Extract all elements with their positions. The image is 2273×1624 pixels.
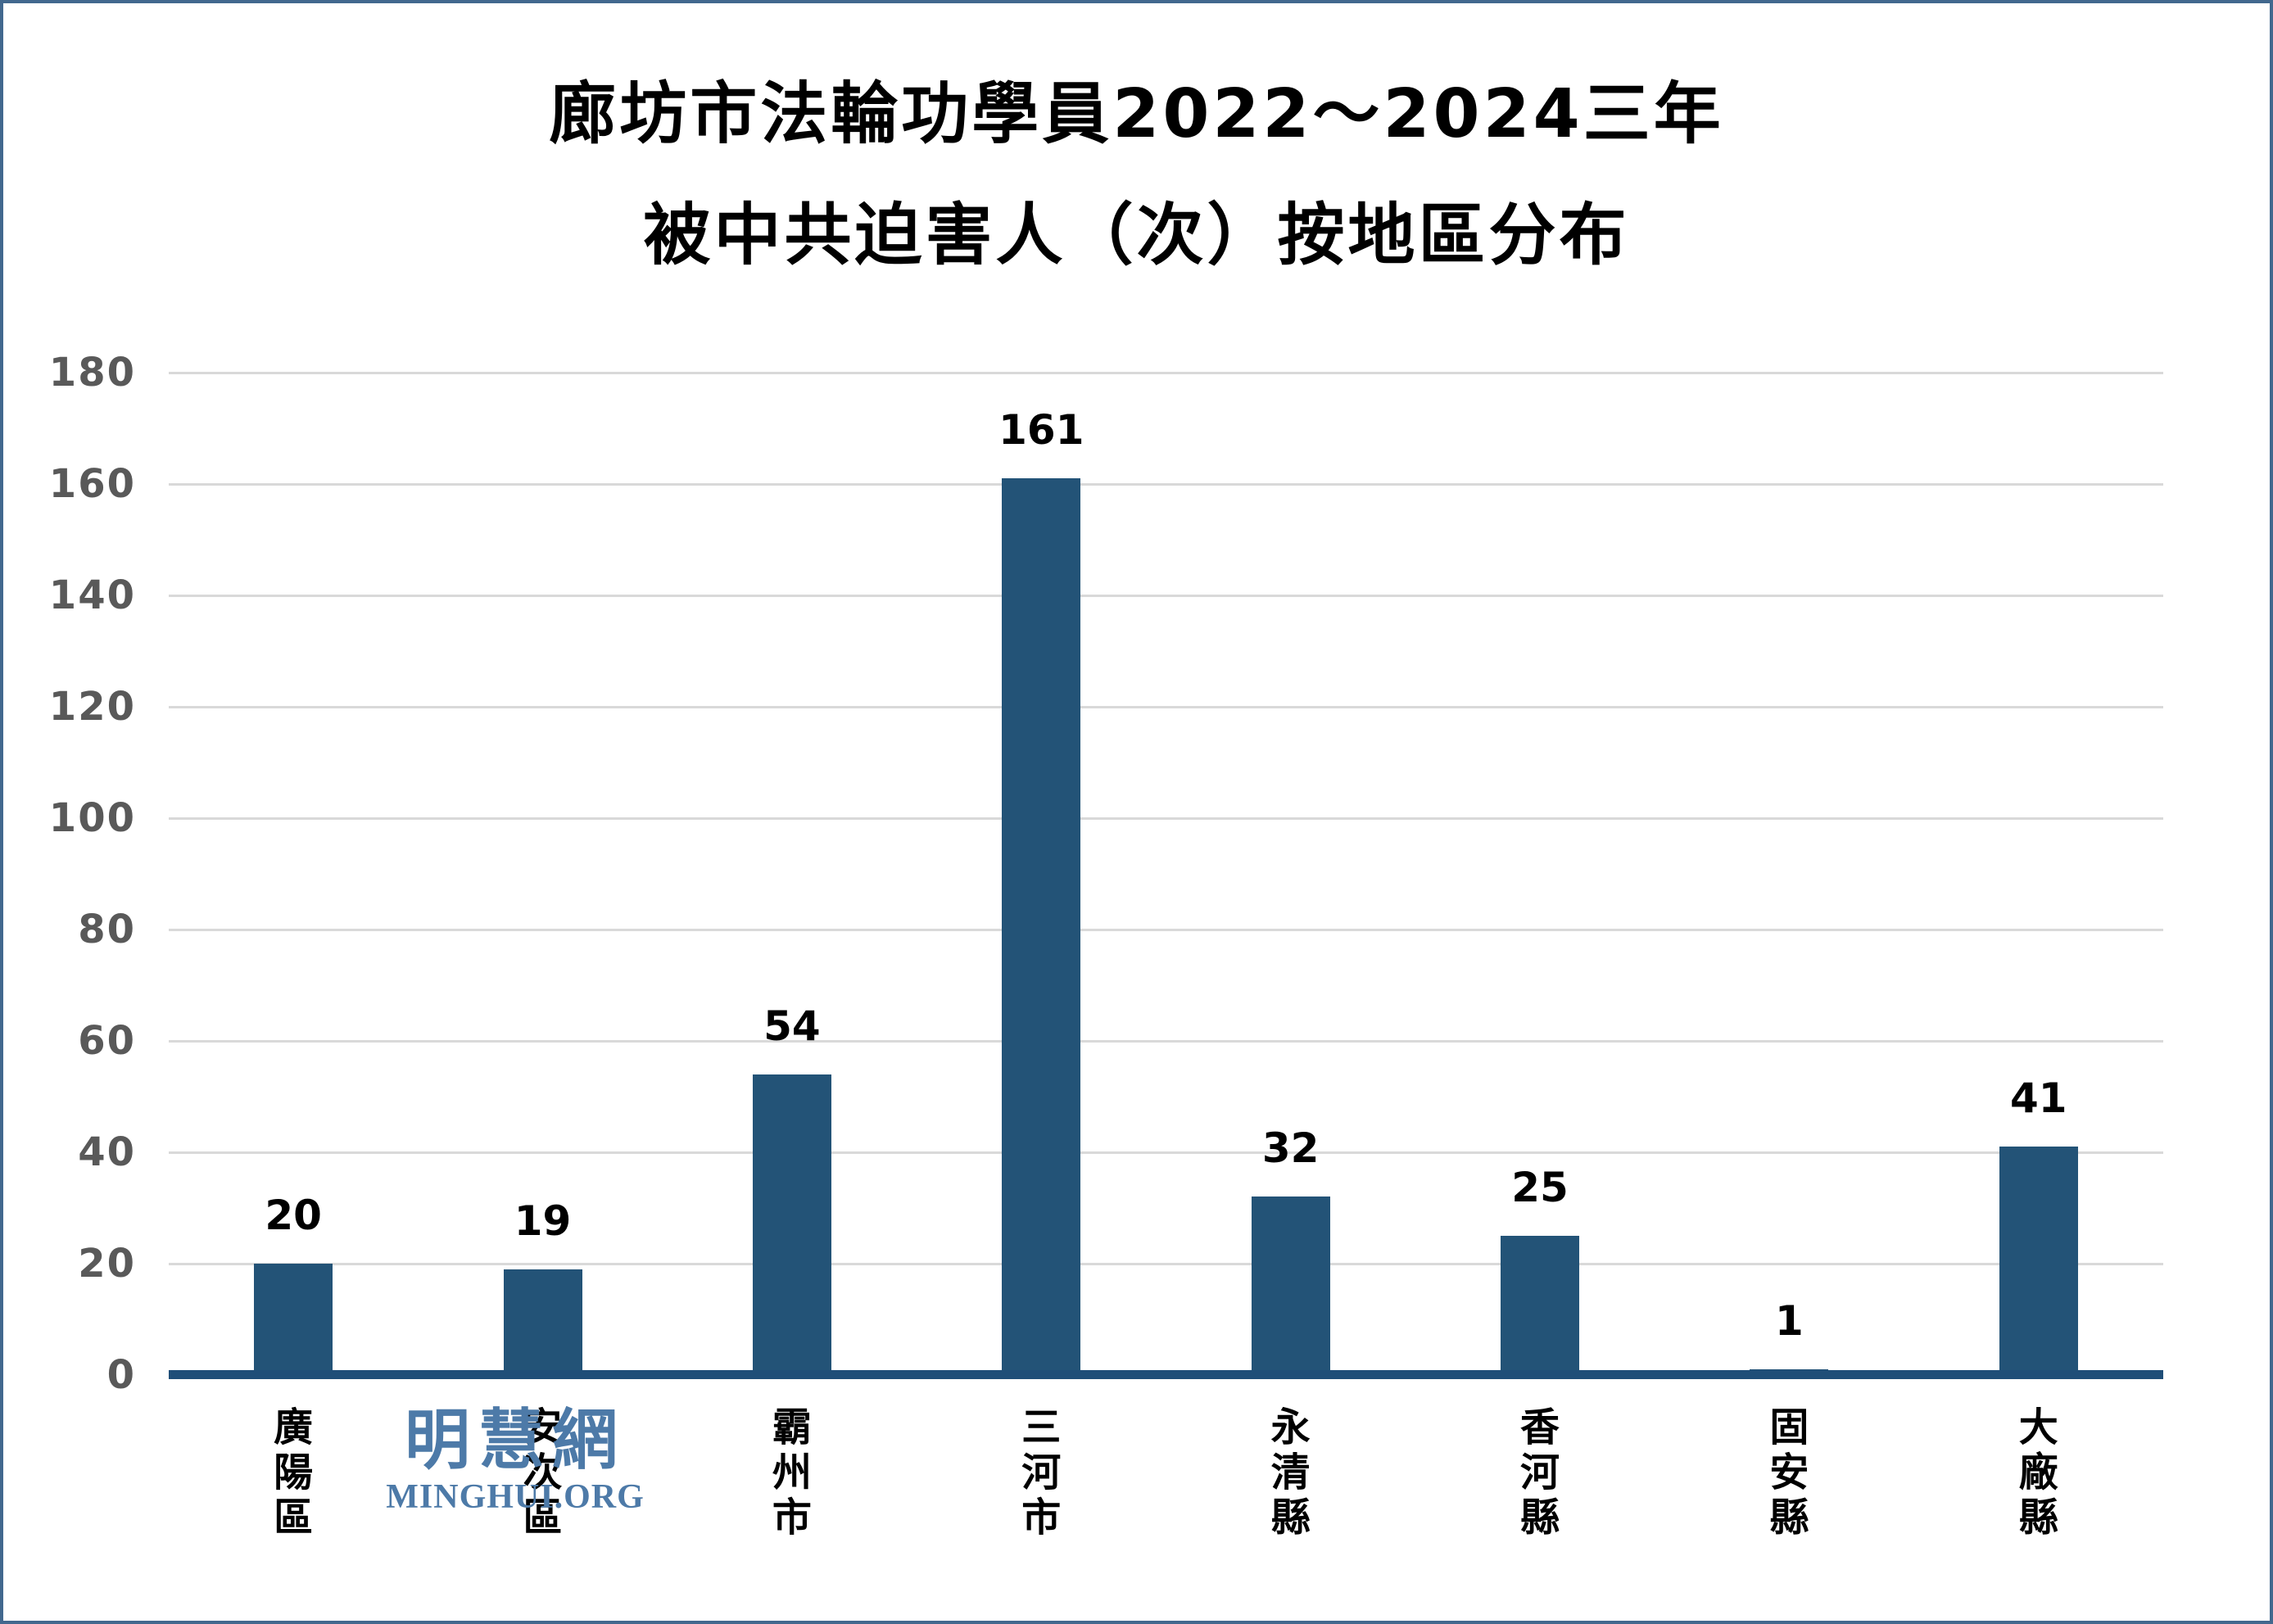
y-tick-label-100: 100 [48,795,136,841]
y-tick-label-60: 60 [78,1018,136,1064]
y-tick-label-160: 160 [48,461,136,507]
x-category-char: 大 [2018,1405,2058,1450]
x-category-char: 廠 [2018,1450,2058,1495]
x-category-char: 陽 [274,1450,314,1495]
x-category-label-大廠縣: 大廠縣 [1914,1405,2163,1540]
x-category-label-霸州市: 霸州市 [668,1405,917,1540]
gridline-160 [169,482,2163,486]
x-category-char: 安 [1769,1450,1809,1495]
bar-value-label-廣陽區: 20 [265,1192,322,1239]
bar-大廠縣 [1999,1147,2078,1375]
y-tick-label-40: 40 [78,1129,136,1175]
x-category-label-固安縣: 固安縣 [1664,1405,1913,1540]
x-category-char: 縣 [2018,1495,2058,1540]
bar-安次區 [503,1269,582,1375]
x-category-char: 安 [523,1405,563,1450]
bar-value-label-安次區: 19 [514,1197,572,1245]
x-category-char: 縣 [1520,1495,1560,1540]
x-category-label-廣陽區: 廣陽區 [169,1405,418,1540]
x-category-char: 河 [1021,1450,1062,1495]
x-category-char: 河 [1520,1450,1560,1495]
bar-廣陽區 [254,1264,333,1375]
x-category-char: 市 [772,1495,812,1540]
y-tick-label-80: 80 [78,907,136,952]
y-tick-label-180: 180 [48,350,136,396]
watermark-cjk-text: 明慧網 [405,1402,626,1478]
plot-area: 明慧網 MINGHUI.ORG 20 19 54 161 32 25 1 41 [169,371,2163,1516]
y-tick-label-140: 140 [48,572,136,618]
x-category-label-香河縣: 香河縣 [1415,1405,1664,1540]
bar-霸州市 [752,1074,831,1375]
x-category-char: 三 [1021,1405,1062,1450]
bar-value-label-霸州市: 54 [763,1002,821,1050]
gridline-120 [169,705,2163,708]
gridline-60 [169,1039,2163,1043]
bar-三河市 [1002,478,1081,1375]
bar-value-label-三河市: 161 [998,406,1084,455]
gridline-100 [169,817,2163,820]
gridline-20 [169,1262,2163,1265]
minghui-watermark: 明慧網 MINGHUI.ORG [376,1402,654,1517]
chart-title: 廊坊市法輪功學員2022～2024三年 被中共迫害人（次）按地區分布 [3,54,2270,296]
bar-香河縣 [1501,1236,1580,1375]
watermark-latin-text: MINGHUI.ORG [386,1478,645,1516]
x-category-char: 永 [1270,1405,1311,1450]
gridline-140 [169,594,2163,597]
x-category-label-三河市: 三河市 [917,1405,1166,1540]
x-category-char: 區 [523,1495,563,1540]
y-tick-label-0: 0 [106,1352,136,1398]
x-category-char: 次 [523,1450,563,1495]
chart-title-line2: 被中共迫害人（次）按地區分布 [643,197,1630,274]
x-axis-line [169,1370,2163,1379]
chart-title-line1: 廊坊市法輪功學員2022～2024三年 [549,75,1724,153]
y-tick-label-120: 120 [48,684,136,730]
x-category-char: 縣 [1769,1495,1809,1540]
x-category-char: 固 [1769,1405,1809,1450]
x-category-char: 州 [772,1450,812,1495]
x-category-label-永清縣: 永清縣 [1166,1405,1415,1540]
x-category-char: 廣 [274,1405,314,1450]
x-category-char: 霸 [772,1405,812,1450]
bar-value-label-大廠縣: 41 [2010,1074,2067,1123]
gridline-40 [169,1151,2163,1154]
gridline-80 [169,928,2163,931]
x-category-char: 市 [1021,1495,1062,1540]
bar-value-label-固安縣: 1 [1775,1297,1804,1346]
bar-永清縣 [1251,1197,1330,1375]
x-category-char: 縣 [1270,1495,1311,1540]
bar-value-label-永清縣: 32 [1261,1124,1320,1173]
x-category-label-安次區: 安次區 [418,1405,667,1540]
bar-value-label-香河縣: 25 [1511,1164,1569,1211]
x-category-char: 清 [1270,1450,1311,1495]
x-category-char: 區 [274,1495,314,1540]
gridline-180 [169,371,2163,374]
y-tick-label-20: 20 [78,1241,136,1287]
x-category-char: 香 [1520,1405,1560,1450]
